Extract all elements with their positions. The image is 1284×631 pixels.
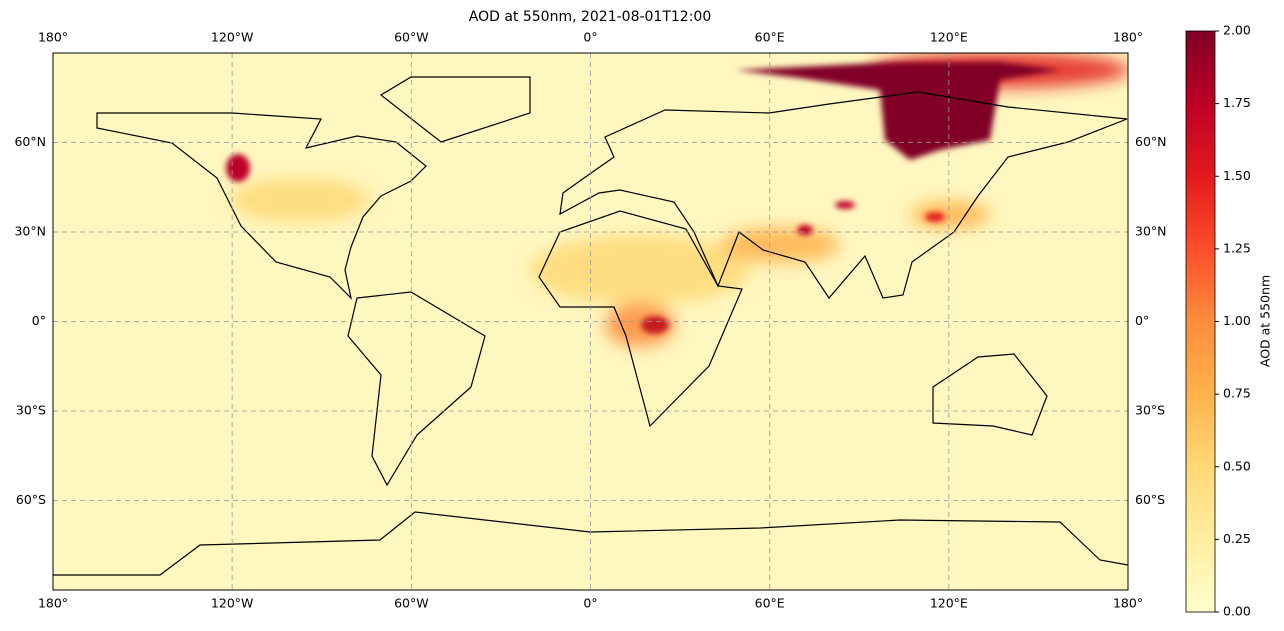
colorbar-tick-label: 1.25 (1223, 240, 1251, 255)
lon-tick-label: 60°W (394, 30, 429, 45)
lat-tick-label: 30°S (16, 403, 46, 418)
graticule (53, 53, 1128, 590)
lon-tick-label: 180° (38, 30, 68, 45)
colorbar-tick-label: 1.00 (1223, 313, 1251, 328)
lat-tick-label: 60°S (16, 492, 46, 507)
colorbar-tick-label: 1.50 (1223, 168, 1251, 183)
lat-tick-label: 60°S (1135, 492, 1165, 507)
colorbar-tick-label: 0.50 (1223, 458, 1251, 473)
colorbar-tick-label: 0.25 (1223, 531, 1251, 546)
colorbar-tick-label: 2.00 (1223, 23, 1251, 38)
lon-tick-label: 120°E (930, 30, 968, 45)
lat-tick-label: 30°N (14, 224, 46, 239)
lon-tick-label: 120°W (211, 30, 253, 45)
lon-tick-label: 120°W (211, 596, 253, 611)
lat-tick-label: 60°N (14, 134, 46, 149)
lon-tick-label: 180° (1113, 596, 1143, 611)
lat-tick-label: 60°N (1135, 134, 1167, 149)
lon-tick-label: 180° (1113, 30, 1143, 45)
lat-tick-label: 0° (1135, 313, 1149, 328)
lon-tick-label: 60°E (755, 30, 785, 45)
lat-tick-label: 30°N (1135, 224, 1167, 239)
colorbar-tick-label: 0.75 (1223, 386, 1251, 401)
lon-tick-label: 180° (38, 596, 68, 611)
map-frame (52, 52, 1129, 591)
colorbar-tick-label: 0.00 (1223, 604, 1251, 619)
lat-tick-label: 30°S (1135, 403, 1165, 418)
lon-tick-label: 60°W (394, 596, 429, 611)
lat-tick-label: 0° (32, 313, 46, 328)
lon-tick-label: 120°E (930, 596, 968, 611)
lon-tick-label: 0° (583, 596, 597, 611)
colorbar (1185, 30, 1216, 613)
lon-tick-label: 60°E (755, 596, 785, 611)
colorbar-tick-label: 1.75 (1223, 95, 1251, 110)
colorbar-label: AOD at 550nm (1258, 275, 1273, 367)
lon-tick-label: 0° (583, 30, 597, 45)
title: AOD at 550nm, 2021-08-01T12:00 (469, 9, 712, 25)
aod-field (53, 53, 1128, 590)
